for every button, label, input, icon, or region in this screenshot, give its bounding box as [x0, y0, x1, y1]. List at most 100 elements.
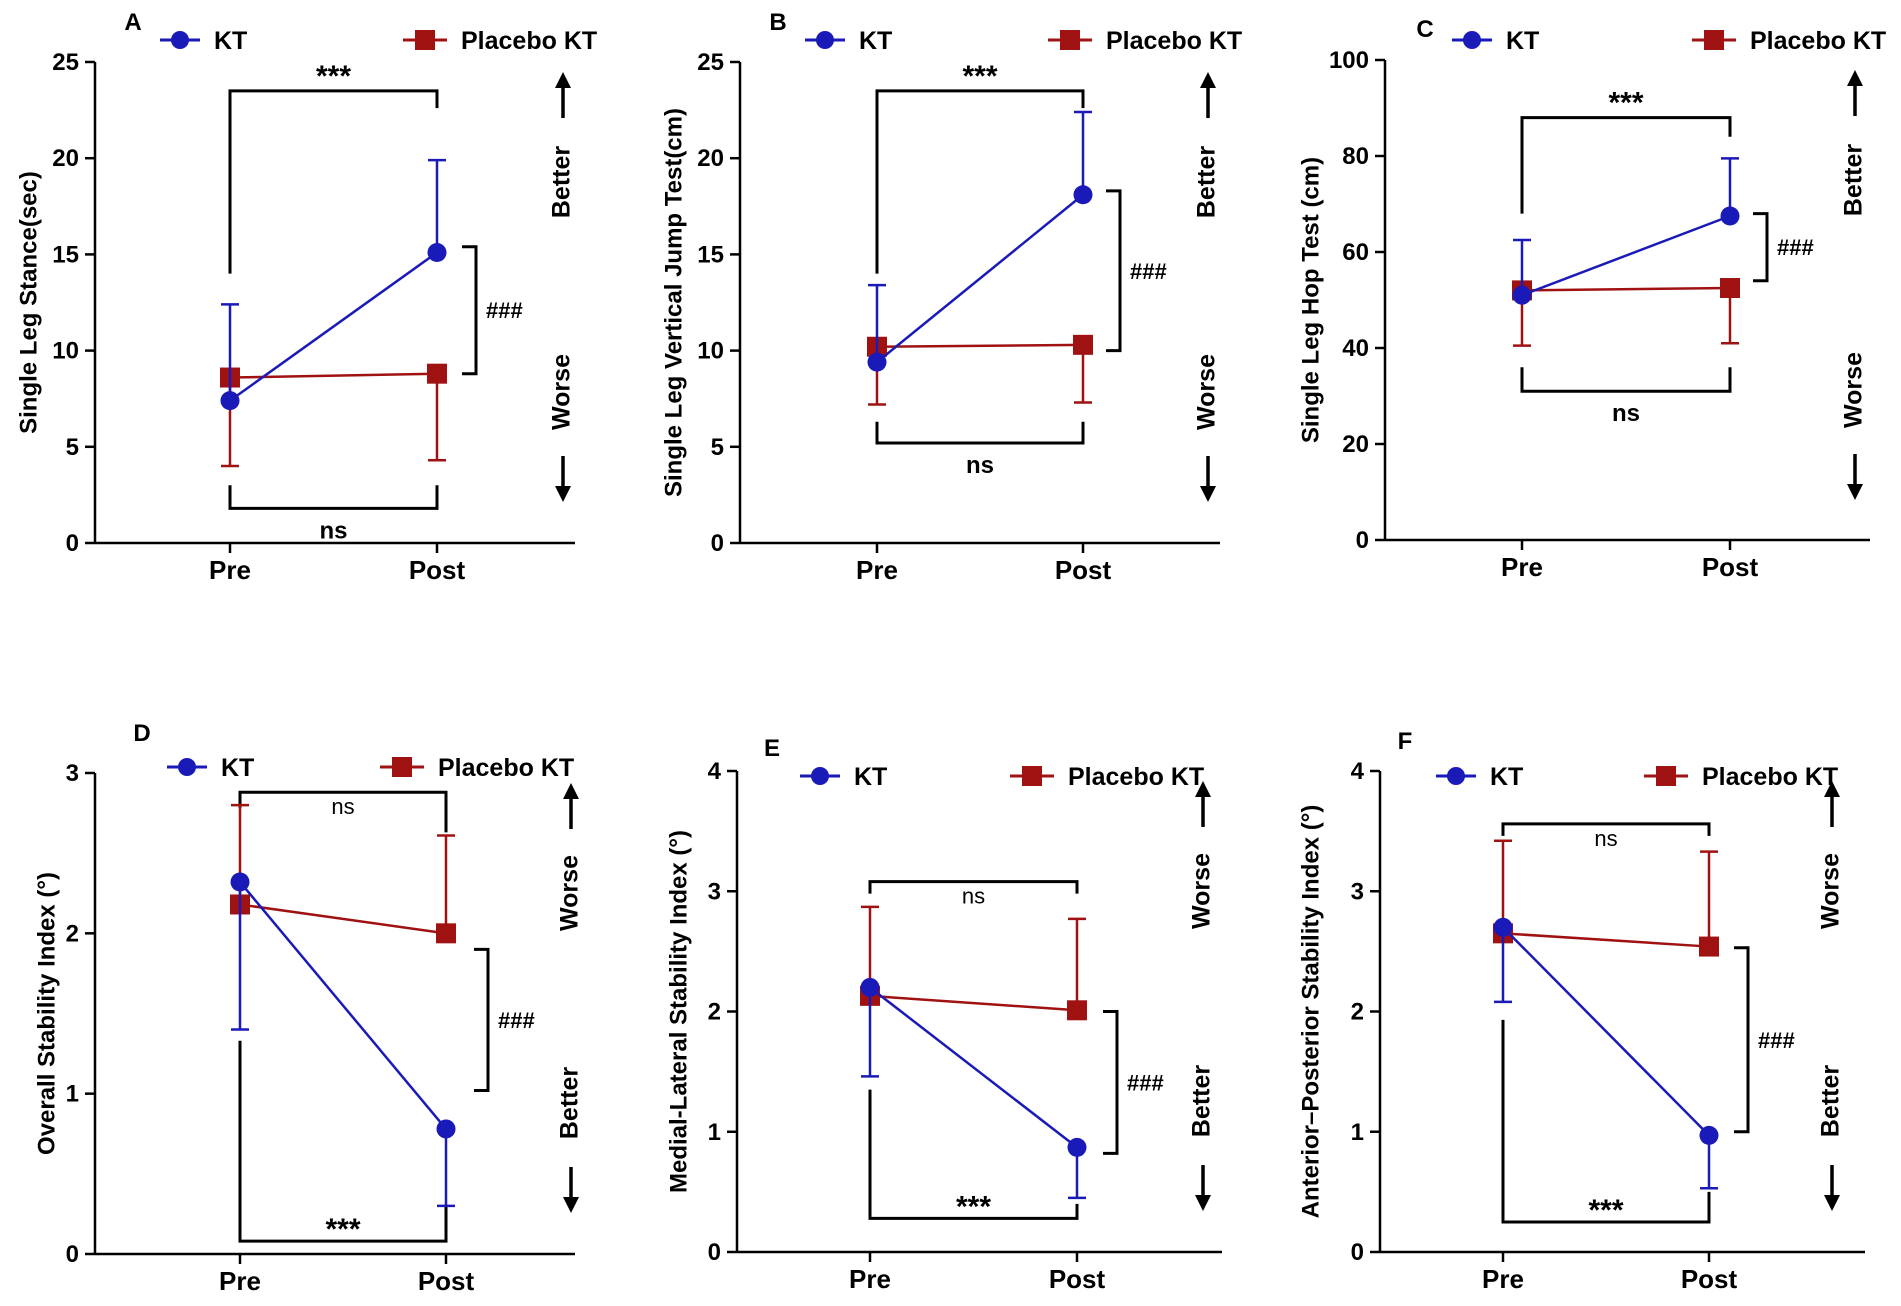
- y-tick-label: 1: [1351, 1119, 1364, 1146]
- bracket-side: [1734, 946, 1750, 1134]
- bracket-bottom: [875, 421, 1085, 445]
- legend-kt-label: KT: [854, 763, 887, 791]
- point-placebo-post: [427, 363, 447, 384]
- bracket-side-label: ###: [498, 1008, 535, 1033]
- bracket-side-label: ###: [486, 298, 523, 323]
- y-tick-label: 0: [708, 1239, 721, 1266]
- panel-f: F 0 1 2 3 4 Pre Post Anterior–Posterior Stabilit…: [1297, 728, 1865, 1294]
- bracket-bottom: [228, 485, 439, 510]
- legend-placebo-marker: [1022, 766, 1042, 786]
- x-tick-label-post: Post: [1049, 1264, 1106, 1294]
- panel-e: E 0 1 2 3 4 Pre Post Medial-Lateral Stability In…: [665, 735, 1222, 1294]
- series-line-kt: [239, 881, 447, 1130]
- bracket-top-label: ***: [316, 60, 351, 93]
- arrow-up-label: Worse: [1817, 853, 1845, 929]
- arrow-down-head: [1824, 1195, 1840, 1211]
- x-tick-label-pre: Pre: [219, 1266, 261, 1296]
- y-tick-label: 5: [66, 434, 79, 461]
- arrow-up-label: Better: [1193, 146, 1221, 219]
- legend-placebo-label: Placebo KT: [461, 27, 597, 55]
- series-line-placebo: [1521, 286, 1731, 292]
- panel-b: B 0 5 10 15 20 25 Pre Post Single Leg Vertical Ju…: [660, 9, 1242, 585]
- y-tick-label: 100: [1329, 47, 1369, 74]
- y-axis-label: Anterior–Posterior Stability Index (°): [1297, 805, 1324, 1219]
- arrow-down-label: Better: [1188, 1065, 1216, 1138]
- arrow-up-head: [563, 783, 579, 799]
- legend-placebo-marker: [392, 757, 412, 777]
- series-line-placebo: [869, 994, 1078, 1012]
- arrow-up-label: Worse: [556, 855, 584, 931]
- legend-kt-label: KT: [859, 27, 892, 55]
- arrow-down-head: [1195, 1195, 1211, 1211]
- panel-a: A 0 5 10 15 20 25 Pre Post Single Leg Stance(sec)…: [15, 9, 597, 585]
- bracket-side: [462, 245, 478, 376]
- bracket-top: [228, 89, 439, 274]
- arrow-down-head: [555, 486, 571, 502]
- legend-kt-marker: [171, 31, 189, 49]
- panel-letter-f: F: [1398, 728, 1413, 755]
- arrow-up-head: [1195, 781, 1211, 797]
- legend-kt-marker: [178, 758, 196, 776]
- x-tick-label-pre: Pre: [209, 555, 251, 585]
- arrow-down-label: Better: [556, 1067, 584, 1140]
- series-line-kt: [876, 193, 1084, 364]
- x-tick-label-post: Post: [418, 1266, 475, 1296]
- x-tick-label-pre: Pre: [856, 555, 898, 585]
- arrow-up-head: [1824, 781, 1840, 797]
- y-tick-label: 25: [52, 49, 79, 76]
- arrow-up-head: [1200, 72, 1216, 88]
- series-line-kt: [229, 251, 438, 402]
- x-tick-label-pre: Pre: [849, 1264, 891, 1294]
- legend-kt-marker: [811, 767, 829, 785]
- point-kt-pre: [867, 352, 887, 372]
- series-line-placebo: [1502, 932, 1710, 948]
- point-kt-pre: [1512, 285, 1532, 305]
- point-kt-pre: [1493, 917, 1513, 937]
- arrow-down-head: [1847, 484, 1863, 500]
- y-tick-label: 20: [52, 145, 79, 172]
- y-tick-label: 4: [1351, 758, 1365, 785]
- series-line-placebo: [239, 903, 447, 935]
- panel-letter-b: B: [769, 9, 786, 36]
- bracket-bottom: [238, 1040, 448, 1243]
- y-tick-label: 3: [66, 760, 79, 787]
- arrow-up-label: Worse: [1188, 853, 1216, 929]
- legend-kt-marker: [816, 31, 834, 49]
- y-tick-label: 15: [697, 241, 724, 268]
- legend-kt-marker: [1463, 31, 1481, 49]
- x-tick-label-pre: Pre: [1501, 552, 1543, 582]
- y-axis-label: Single Leg Vertical Jump Test(cm): [660, 108, 687, 497]
- y-tick-label: 0: [1351, 1239, 1364, 1266]
- legend-kt-label: KT: [214, 27, 247, 55]
- bracket-side: [1106, 189, 1122, 353]
- legend-placebo-marker: [415, 30, 435, 50]
- point-kt-pre: [230, 872, 250, 892]
- x-tick-label-post: Post: [409, 555, 466, 585]
- bracket-side-label: ###: [1758, 1028, 1795, 1053]
- y-tick-label: 40: [1342, 335, 1369, 362]
- bracket-bottom-label: ns: [1612, 400, 1640, 427]
- arrow-down-head: [563, 1197, 579, 1213]
- panel-letter-e: E: [764, 735, 780, 762]
- y-tick-label: 10: [52, 338, 79, 365]
- y-tick-label: 15: [52, 241, 79, 268]
- y-tick-label: 2: [1351, 999, 1364, 1026]
- bracket-bottom-label: ns: [319, 517, 347, 544]
- y-axis-label: Medial-Lateral Stability Index (°): [665, 830, 692, 1193]
- point-kt-post: [1067, 1137, 1087, 1157]
- panel-c: C 0 20 40 60 80 100 Pre Post Single Leg Hop Test …: [1297, 16, 1886, 582]
- y-tick-label: 0: [711, 530, 724, 557]
- y-tick-label: 10: [697, 338, 724, 365]
- legend-kt-label: KT: [1490, 763, 1523, 791]
- panel-letter-d: D: [133, 720, 150, 747]
- y-tick-label: 2: [708, 999, 721, 1026]
- bracket-top: [1501, 822, 1711, 836]
- y-tick-label: 2: [66, 920, 79, 947]
- legend-kt-label: KT: [221, 754, 254, 782]
- bracket-side-label: ###: [1127, 1070, 1164, 1095]
- bracket-top-label: ns: [962, 884, 985, 909]
- arrow-down-label: Worse: [1840, 352, 1868, 428]
- point-kt-post: [427, 242, 447, 262]
- bracket-top-label: ***: [1608, 87, 1643, 120]
